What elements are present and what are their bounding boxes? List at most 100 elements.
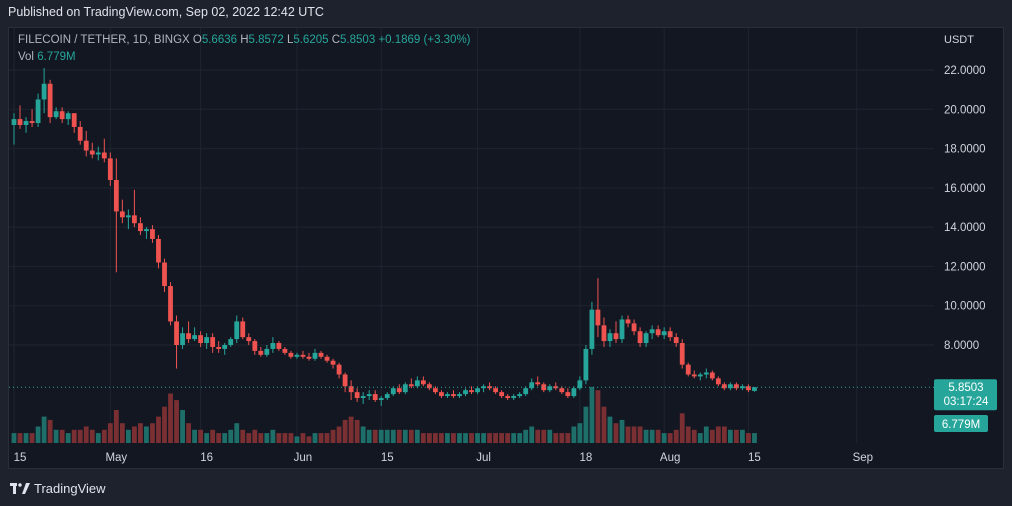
candle-body xyxy=(168,286,173,322)
candle-body xyxy=(565,392,571,397)
volume-bar xyxy=(457,433,462,443)
time-tick-label: Aug xyxy=(660,452,680,464)
candle xyxy=(655,325,661,338)
candle-body xyxy=(216,346,222,349)
candle-body xyxy=(150,229,155,239)
volume-bar xyxy=(113,410,119,443)
candle-body xyxy=(264,348,270,355)
candle xyxy=(715,376,721,387)
candle-body xyxy=(354,392,360,399)
candle-body xyxy=(559,388,565,393)
candle-body xyxy=(637,331,643,344)
candle xyxy=(228,337,234,347)
candle-body xyxy=(619,319,625,340)
candle-body xyxy=(601,325,607,342)
candle xyxy=(529,378,535,391)
candle-body xyxy=(258,350,264,355)
footer-brand[interactable]: TradingView xyxy=(10,481,106,496)
candle-body xyxy=(631,323,637,332)
candle xyxy=(144,227,149,239)
candle-body xyxy=(547,386,553,391)
candle-body xyxy=(366,394,372,397)
volume-bar xyxy=(643,429,649,443)
volume-bar xyxy=(17,433,23,443)
candle xyxy=(258,346,264,357)
price-candles xyxy=(11,68,757,406)
volume-bar xyxy=(150,423,155,443)
candle xyxy=(312,348,318,361)
volume-bar xyxy=(740,429,745,443)
candle-body xyxy=(11,119,17,125)
volume-bar xyxy=(300,433,306,443)
candle xyxy=(577,376,583,391)
candle xyxy=(697,372,703,381)
volume-bar xyxy=(360,426,366,443)
candle-body xyxy=(517,394,523,397)
candle-body xyxy=(481,386,486,389)
candle-body xyxy=(101,152,107,159)
axis-badges: 5.8503 03:17:24 6.779M xyxy=(934,379,997,432)
close-value: 5.8503 xyxy=(340,34,376,46)
price-tick-label: 22.0000 xyxy=(944,65,986,77)
candle xyxy=(523,386,529,397)
candle xyxy=(288,350,294,359)
candle xyxy=(547,384,553,393)
time-tick-label: Jun xyxy=(294,452,313,464)
symbol-name: FILECOIN / TETHER, 1D, BINGX xyxy=(18,34,190,46)
candle xyxy=(294,352,300,359)
volume-bar xyxy=(595,390,601,443)
open-label: O xyxy=(192,34,202,46)
price-tick-label: 12.0000 xyxy=(944,261,986,273)
volume-bar xyxy=(661,433,667,443)
candle xyxy=(89,142,95,159)
candle-body xyxy=(252,341,258,351)
volume-bar xyxy=(222,433,228,443)
volume-bar xyxy=(547,429,553,443)
candle xyxy=(318,350,324,359)
candle xyxy=(150,225,155,243)
candle xyxy=(703,368,709,379)
candle xyxy=(306,352,312,361)
tradingview-logo-icon xyxy=(10,482,30,495)
candle xyxy=(469,386,474,395)
candle xyxy=(65,111,71,125)
volume-bar xyxy=(29,433,35,443)
volume-bar xyxy=(559,433,565,443)
candle xyxy=(414,376,420,389)
high-value: 5.8572 xyxy=(248,34,284,46)
volume-bar xyxy=(174,400,179,443)
volume-bar xyxy=(433,433,438,443)
candle-body xyxy=(318,352,324,357)
candle xyxy=(613,321,619,344)
candle xyxy=(734,382,739,391)
candle xyxy=(125,209,131,230)
candle xyxy=(162,258,167,292)
candle-body xyxy=(17,119,23,125)
candle-body xyxy=(679,343,685,365)
volume-bar xyxy=(366,429,372,443)
volume-bar xyxy=(336,426,342,443)
volume-bar xyxy=(378,429,384,443)
volume-bar xyxy=(348,416,354,443)
chart-frame[interactable] xyxy=(8,27,1004,469)
candle-body xyxy=(673,337,679,344)
candle-body xyxy=(655,329,661,336)
volume-bar xyxy=(240,429,246,443)
candle-body xyxy=(625,319,631,324)
volume-bar xyxy=(95,433,101,443)
candle-body xyxy=(529,382,535,389)
candle-body xyxy=(300,354,306,357)
candle-body xyxy=(439,392,444,397)
candle xyxy=(77,121,83,145)
volume-bar xyxy=(384,429,390,443)
price-tick-label: 16.0000 xyxy=(944,183,986,195)
candle-body xyxy=(384,394,390,399)
candle xyxy=(270,337,276,353)
candle xyxy=(535,376,541,387)
volume-bar xyxy=(138,423,143,443)
volume-bar xyxy=(517,433,523,443)
candle xyxy=(210,333,216,353)
volume-bar xyxy=(679,413,685,443)
volume-legend: Vol 6.779M xyxy=(18,51,76,63)
